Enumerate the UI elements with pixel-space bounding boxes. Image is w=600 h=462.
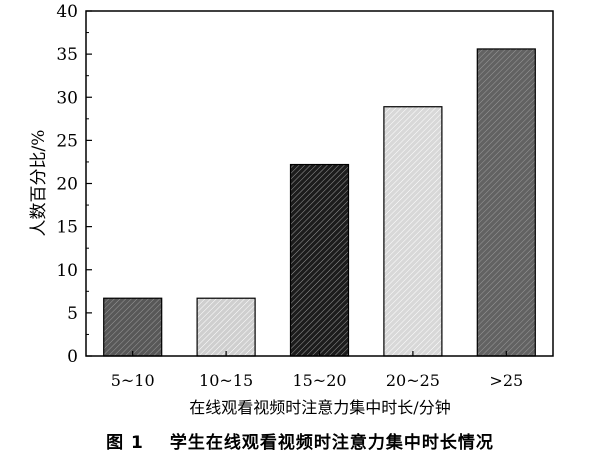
bar-1 [196, 297, 256, 357]
y-tick-label: 0 [67, 347, 78, 367]
x-axis-label: 在线观看视频时注意力集中时长/分钟 [189, 398, 450, 417]
y-tick-label: 30 [56, 88, 78, 108]
bar-3 [383, 106, 443, 357]
bar-chart: 5~10 10~15 15~20 20~25 >25 0 5 10 15 20 25 30 35 40 人… [29, 2, 554, 417]
y-tick-label: 20 [56, 175, 78, 195]
y-tick-label: 15 [56, 218, 78, 238]
figure-caption-text: 学生在线观看视频时注意力集中时长情况 [169, 433, 494, 453]
bar-4 [476, 48, 536, 357]
y-tick-label: 25 [56, 131, 78, 151]
bar-0 [103, 297, 163, 357]
y-tick-label: 10 [56, 261, 78, 281]
y-tick-label: 5 [67, 304, 78, 324]
bar-2 [289, 163, 350, 357]
x-tick-label: 5~10 [111, 371, 155, 390]
figure-number: 图 1 [106, 433, 144, 453]
y-axis-label: 人数百分比/% [29, 130, 49, 237]
x-tick-label: >25 [489, 371, 523, 390]
y-tick-label: 40 [56, 2, 78, 22]
x-tick-label: 20~25 [386, 371, 440, 390]
x-tick-label: 15~20 [292, 371, 346, 390]
y-tick-label: 35 [56, 45, 78, 65]
figure-caption: 图 1 学生在线观看视频时注意力集中时长情况 [0, 428, 600, 453]
x-tick-label: 10~15 [199, 371, 253, 390]
